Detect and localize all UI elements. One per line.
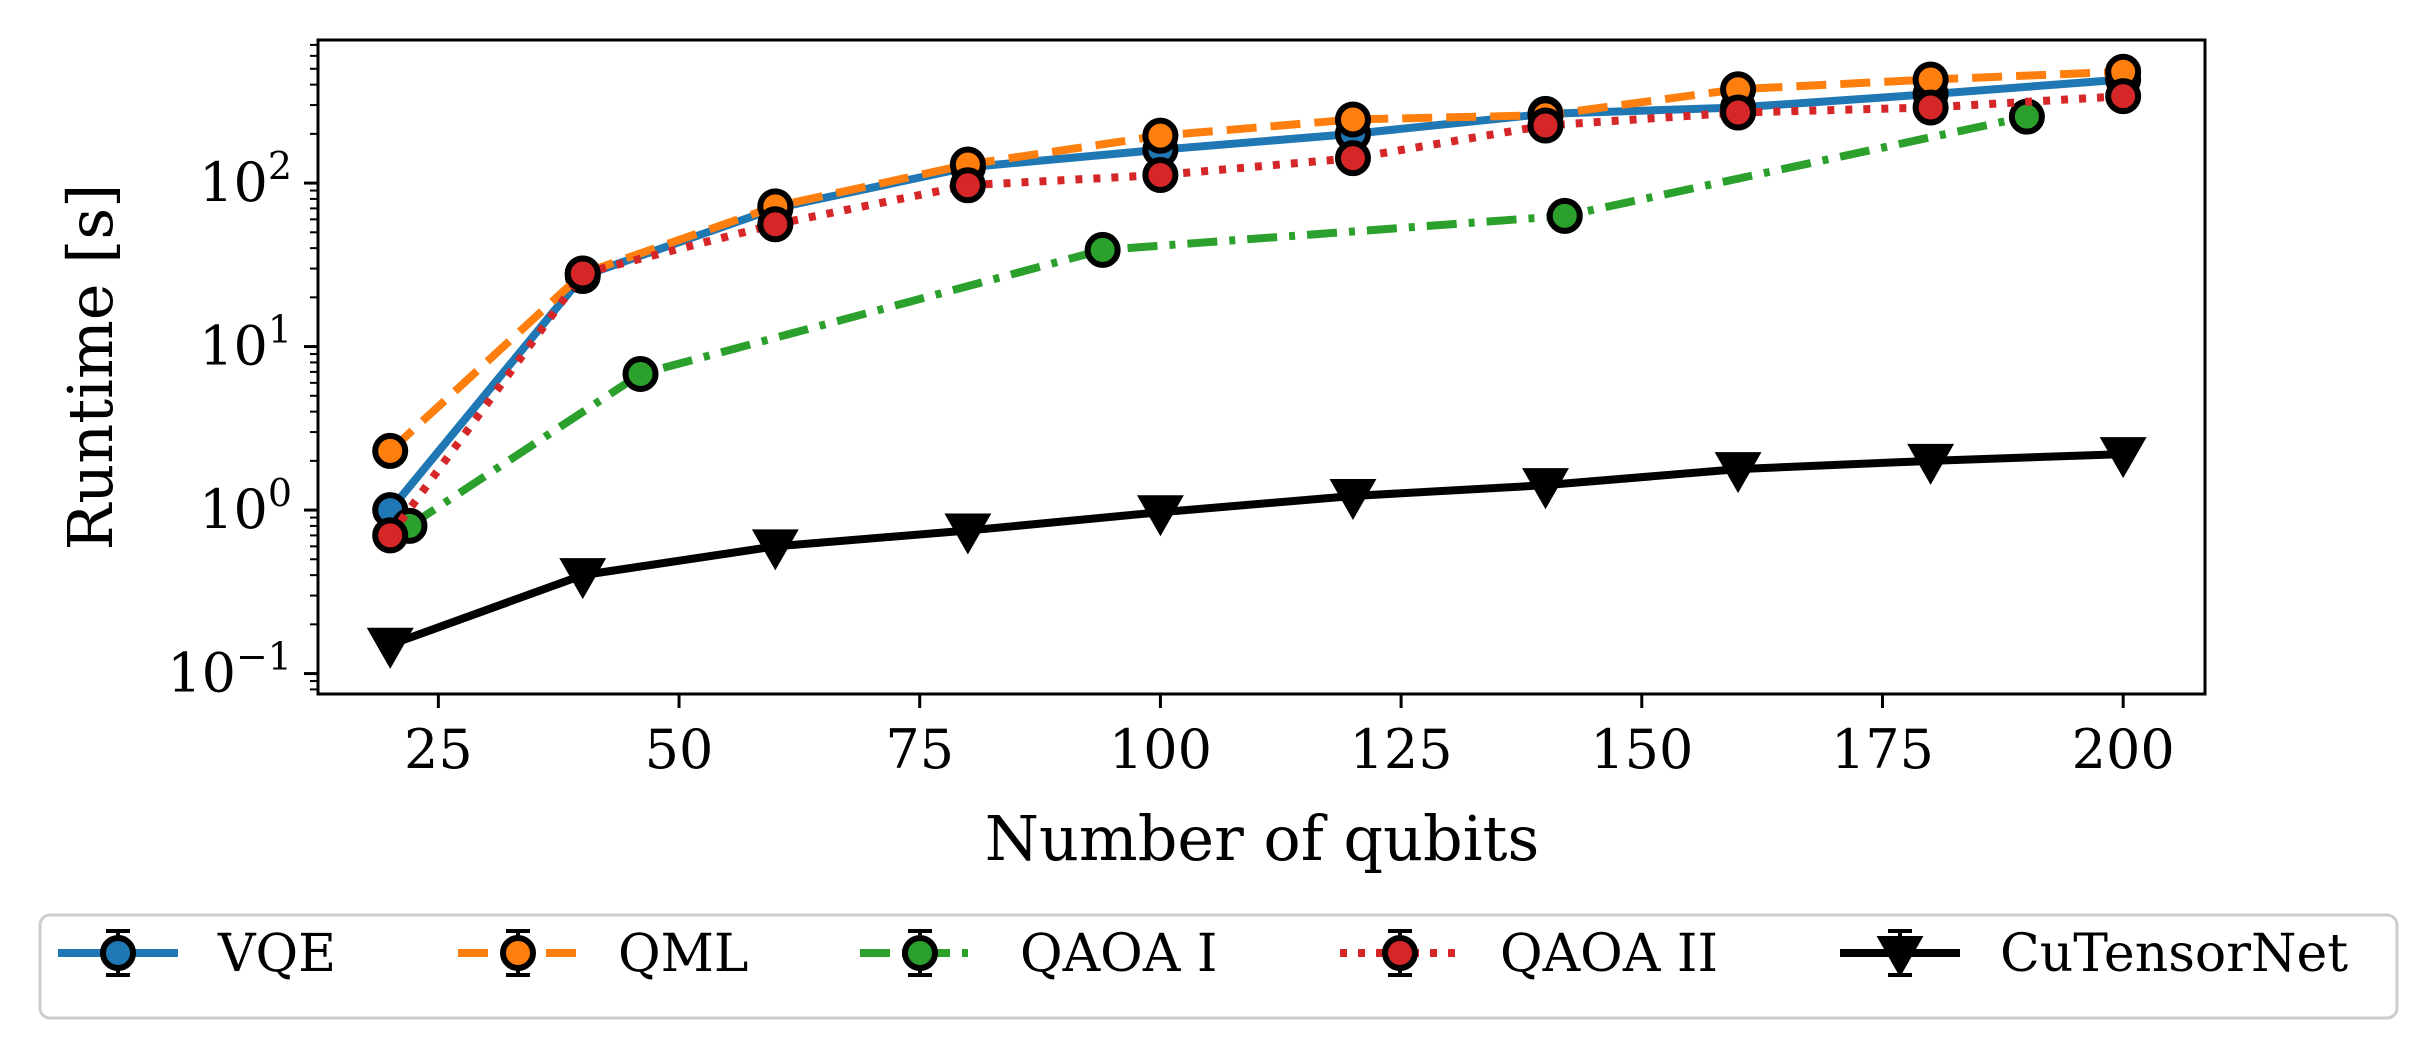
data-point-qaoa-ii bbox=[1142, 157, 1179, 194]
legend-label: QAOA I bbox=[1020, 924, 1217, 984]
axes-frame bbox=[316, 38, 2207, 696]
legend-marker bbox=[500, 935, 536, 971]
data-point-qaoa-ii bbox=[757, 206, 794, 243]
legend-label: VQE bbox=[217, 924, 336, 984]
x-tick-label: 50 bbox=[645, 718, 714, 781]
data-point-cutensornet bbox=[2099, 437, 2147, 479]
data-point-cutensornet bbox=[559, 558, 607, 600]
series-cutensornet bbox=[366, 437, 2147, 669]
data-point-qaoa-ii bbox=[1334, 140, 1371, 177]
data-point-cutensornet bbox=[1522, 468, 1569, 510]
data-point-cutensornet bbox=[1907, 443, 1955, 485]
plot-area bbox=[366, 53, 2147, 669]
series-line-qml bbox=[387, 67, 2124, 454]
series-vqe bbox=[372, 61, 2142, 529]
x-tick-label: 175 bbox=[1831, 718, 1934, 781]
legend-marker bbox=[902, 935, 938, 971]
legend-item-cutensornet: CuTensorNet bbox=[1840, 924, 2348, 984]
legend-item-vqe: VQE bbox=[58, 924, 336, 984]
data-point-qaoa-ii bbox=[2105, 78, 2142, 115]
series-line-qaoa-ii bbox=[386, 92, 2124, 538]
y-tick-label: 100 bbox=[199, 471, 292, 541]
legend-label: QML bbox=[618, 924, 748, 984]
y-axis: 10−1 100 101 102 bbox=[167, 43, 318, 705]
x-tick-label: 25 bbox=[404, 718, 473, 781]
data-point-cutensornet bbox=[1136, 495, 1184, 537]
legend-label: CuTensorNet bbox=[2000, 924, 2348, 984]
series-line-cutensornet bbox=[388, 450, 2124, 649]
data-point-qaoa-i bbox=[622, 355, 659, 392]
legend-marker bbox=[100, 935, 136, 971]
series-qaoa-i bbox=[391, 98, 2045, 544]
data-point-qml bbox=[372, 432, 409, 469]
data-point-qaoa-ii bbox=[372, 517, 409, 554]
legend: VQE QML QAOA I QAOA II CuTensorNet bbox=[38, 913, 2399, 1020]
x-tick-label: 125 bbox=[1350, 718, 1453, 781]
data-point-cutensornet bbox=[751, 529, 799, 571]
legend-item-qaoa-i: QAOA I bbox=[860, 924, 1217, 984]
data-point-qaoa-ii bbox=[1912, 89, 1949, 126]
legend-frame bbox=[38, 913, 2399, 1020]
data-point-qaoa-i bbox=[1084, 231, 1121, 268]
series-qaoa-ii bbox=[372, 78, 2142, 554]
data-point-cutensornet bbox=[1329, 478, 1377, 520]
y-tick-label: 10−1 bbox=[167, 635, 292, 705]
y-axis-label: Runtime [s] bbox=[54, 184, 127, 551]
legend-label: QAOA II bbox=[1500, 924, 1718, 984]
data-point-qml bbox=[1142, 117, 1179, 154]
series-line-vqe bbox=[387, 75, 2124, 513]
x-tick-label: 100 bbox=[1109, 718, 1212, 781]
data-point-qaoa-ii bbox=[1527, 107, 1564, 144]
legend-marker bbox=[1382, 935, 1418, 971]
series-line-qaoa-i bbox=[407, 112, 2028, 530]
y-tick-label: 102 bbox=[199, 144, 292, 214]
x-tick-label: 200 bbox=[2072, 718, 2175, 781]
data-point-qaoa-ii bbox=[1720, 94, 1757, 131]
x-tick-label: 150 bbox=[1590, 718, 1693, 781]
legend-item-qaoa-ii: QAOA II bbox=[1340, 924, 1718, 984]
data-point-cutensornet bbox=[1714, 452, 1762, 494]
data-point-qaoa-i bbox=[2008, 98, 2045, 135]
legend-item-qml: QML bbox=[458, 924, 748, 984]
x-axis-label: Number of qubits bbox=[985, 802, 1540, 875]
x-tick-label: 75 bbox=[885, 718, 954, 781]
data-point-qaoa-ii bbox=[949, 167, 986, 204]
data-point-qaoa-i bbox=[1546, 197, 1583, 234]
data-point-cutensornet bbox=[944, 513, 992, 555]
data-point-qml bbox=[1334, 101, 1371, 138]
data-point-cutensornet bbox=[366, 627, 414, 669]
legend-marker bbox=[1876, 936, 1924, 978]
data-point-qaoa-ii bbox=[564, 255, 601, 292]
x-axis: 25 50 75 100 125 150 175 200 bbox=[404, 694, 2175, 781]
y-tick-label: 101 bbox=[199, 308, 292, 378]
